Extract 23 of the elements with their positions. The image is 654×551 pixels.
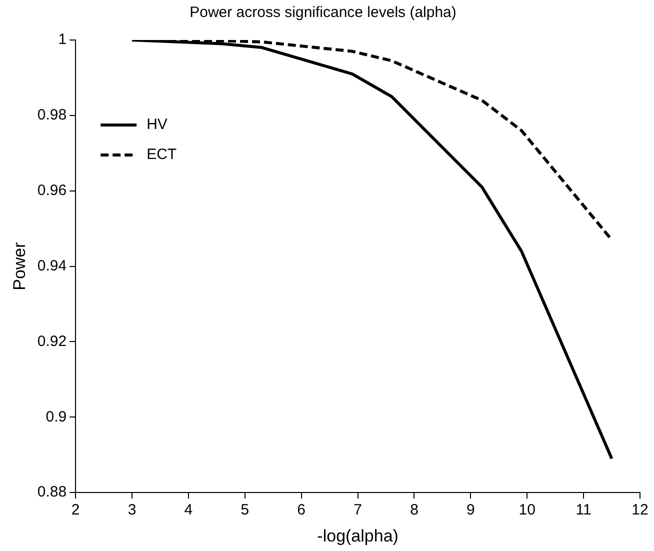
x-tick-label: 2 [71,502,80,519]
x-tick-label: 12 [632,502,648,519]
x-tick-label: 5 [240,502,250,519]
legend-label: HV [146,116,168,134]
y-axis-title: Power [10,242,29,290]
x-tick-label: 8 [410,502,418,519]
y-tick-label: 0.88 [37,484,67,501]
y-tick-label: 0.96 [37,182,67,200]
y-tick-label: 0.92 [37,332,67,350]
y-tick-label: 0.94 [37,257,67,274]
x-tick-label: 11 [576,502,592,519]
x-tick-label: 3 [128,502,136,519]
legend-label: ECT [146,146,177,164]
y-tick-label: 0.98 [37,106,67,124]
x-axis-title: -log(alpha) [317,526,398,546]
x-tick-label: 7 [354,502,362,519]
chart-title: Power across significance levels (alpha) [190,4,456,22]
y-tick-label: 1 [58,31,67,48]
y-tick-label: 0.9 [46,408,67,426]
x-tick-label: 9 [466,502,475,519]
x-tick-label: 10 [518,502,536,519]
x-tick-label: 6 [297,502,306,519]
x-tick-label: 4 [184,502,193,519]
